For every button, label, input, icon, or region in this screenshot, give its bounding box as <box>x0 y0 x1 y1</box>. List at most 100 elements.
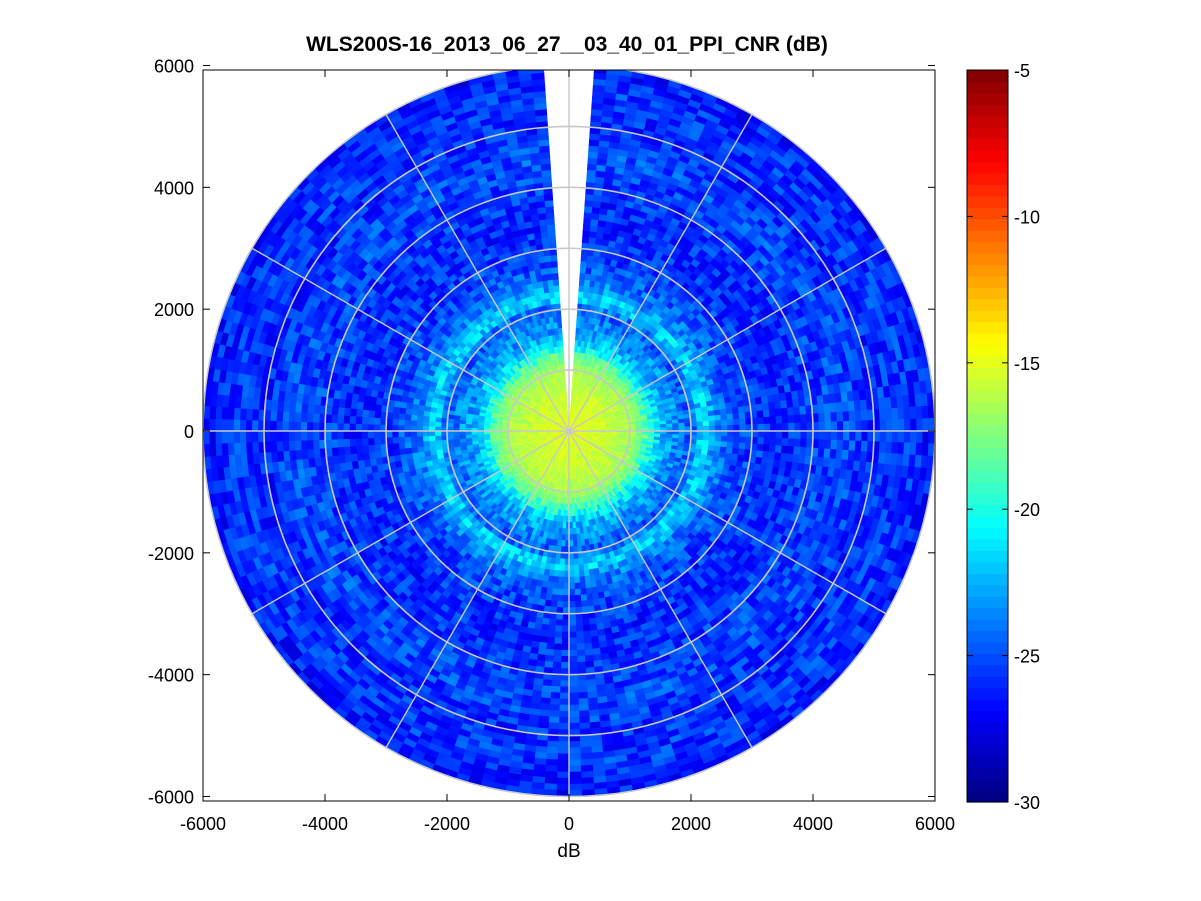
ppi-cell <box>793 446 801 456</box>
ppi-cell <box>817 448 825 459</box>
ppi-cell <box>732 442 740 450</box>
ppi-cell <box>806 430 814 440</box>
ppi-cell <box>738 412 746 420</box>
ppi-cell <box>726 419 734 426</box>
ppi-cell <box>860 409 869 422</box>
ppi-cell <box>849 430 857 442</box>
ppi-cell <box>708 425 716 432</box>
ppi-cell <box>733 424 741 432</box>
plot-area <box>203 70 935 798</box>
ppi-cell <box>769 423 777 432</box>
ppi-cell <box>768 444 777 453</box>
ppi-cell <box>582 230 591 238</box>
ppi-cell <box>731 406 740 415</box>
ppi-cell <box>768 409 777 418</box>
ppi-cell <box>916 418 924 432</box>
ppi-cell <box>897 407 905 420</box>
ppi-cell <box>721 430 728 437</box>
ppi-cell <box>757 417 765 425</box>
ppi-cell <box>678 422 686 428</box>
ppi-cell <box>582 224 592 232</box>
ppi-cell <box>885 408 893 421</box>
ppi-cell <box>916 430 924 444</box>
ppi-cell <box>817 403 825 414</box>
ppi-cell <box>885 419 893 432</box>
ppi-cell <box>581 236 590 244</box>
ppi-cell <box>860 440 869 453</box>
ppi-cell <box>891 430 899 443</box>
ppi-cell <box>897 430 905 444</box>
ppi-cell <box>867 430 875 442</box>
ppi-cell <box>708 430 716 437</box>
ppi-cell <box>787 407 795 417</box>
ppi-cell <box>903 418 911 432</box>
ppi-cell <box>903 430 911 444</box>
ppi-cell <box>720 419 728 427</box>
ppi-cell <box>921 405 929 419</box>
ppi-cell <box>696 421 704 427</box>
ppi-cell <box>829 448 838 460</box>
ppi-cell <box>891 407 899 421</box>
ppi-cell <box>823 403 831 414</box>
ppi-cell <box>855 420 863 432</box>
ppi-cell <box>708 435 716 442</box>
ppi-cell <box>818 412 826 423</box>
ppi-cell <box>879 419 887 432</box>
ppi-cell <box>835 402 844 413</box>
ppi-cell <box>714 440 722 448</box>
ppi-cell <box>727 424 735 432</box>
ppi-cell <box>587 151 599 159</box>
ppi-cell <box>732 412 740 420</box>
ppi-cell <box>847 400 856 412</box>
ppi-cell <box>818 439 826 450</box>
ppi-cell <box>879 408 887 421</box>
ppi-cell <box>696 430 704 436</box>
ppi-cell <box>847 450 856 462</box>
ppi-cell <box>756 443 765 452</box>
ppi-cell <box>666 423 673 428</box>
ppi-cell <box>702 420 710 427</box>
ppi-cell <box>848 440 856 452</box>
ppi-cell <box>775 430 783 439</box>
ppi-cell <box>584 193 595 202</box>
ppi-cell <box>781 407 789 417</box>
ppi-cell <box>769 430 777 439</box>
ppi-cell <box>726 436 734 443</box>
ppi-cell <box>836 440 844 451</box>
ppi-cell <box>849 420 857 432</box>
ppi-cell <box>915 406 923 420</box>
ppi-cell <box>829 402 838 414</box>
ppi-cell <box>879 441 887 454</box>
ppi-cell <box>909 406 917 420</box>
ppi-cell <box>672 423 680 428</box>
ppi-cell <box>915 442 923 456</box>
ppi-cell <box>745 430 753 438</box>
ppi-cell <box>788 430 796 440</box>
ppi-cell <box>806 422 814 432</box>
ppi-cell <box>696 416 704 423</box>
ppi-cell <box>775 437 783 447</box>
ppi-cell <box>579 272 586 280</box>
ppi-cell <box>715 425 722 432</box>
ppi-cell <box>578 278 586 286</box>
ppi-cell <box>580 254 588 262</box>
ppi-cell <box>782 430 789 439</box>
ppi-cell <box>818 421 826 432</box>
ppi-cell <box>719 408 728 416</box>
ppi-cell <box>587 157 599 165</box>
ppi-cell <box>799 438 808 448</box>
ppi-cell <box>818 430 826 441</box>
ppi-cell <box>757 423 765 432</box>
ppi-cell <box>762 444 771 453</box>
ppi-cell <box>774 445 783 454</box>
ppi-cell <box>751 424 759 432</box>
ppi-cell <box>713 409 721 417</box>
ppi-cell <box>732 436 741 444</box>
ppi-cell <box>885 441 893 454</box>
ppi-cell <box>910 430 918 444</box>
ppi-cell <box>583 211 593 220</box>
ppi-cell <box>586 254 594 263</box>
ppi-cell <box>593 70 608 74</box>
ppi-cell <box>830 421 838 432</box>
ppi-cell <box>823 448 831 459</box>
